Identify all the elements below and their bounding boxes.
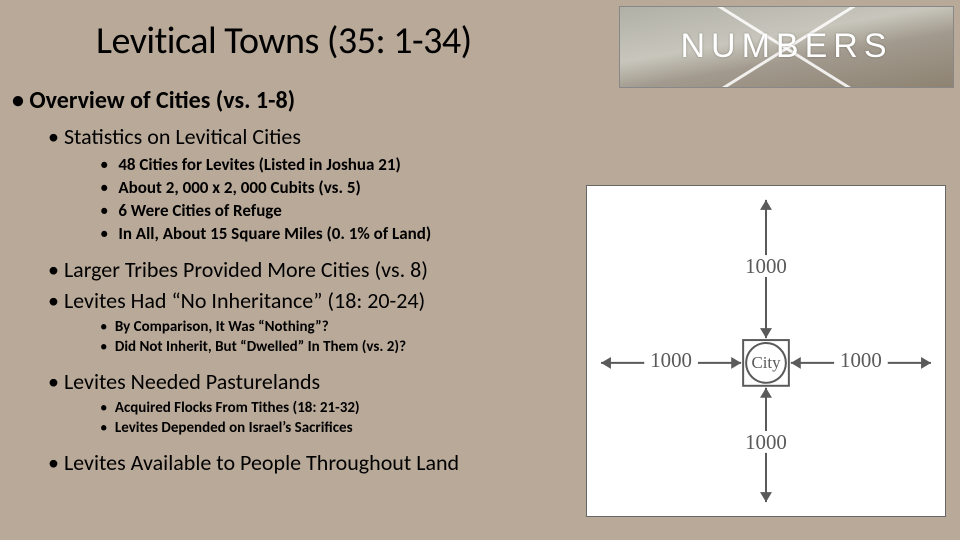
city-diagram: City 1000 1000 1000 1000	[586, 185, 946, 517]
header-image-numbers: NUMBERS	[619, 6, 954, 88]
svg-text:1000: 1000	[840, 348, 882, 372]
bullet-stats: Statistics on Levitical Cities	[48, 123, 960, 150]
bullet-overview: Overview of Cities (vs. 1-8)	[12, 86, 960, 115]
svg-text:1000: 1000	[745, 254, 787, 278]
svg-text:City: City	[751, 353, 781, 372]
svg-text:1000: 1000	[650, 348, 692, 372]
svg-text:1000: 1000	[745, 430, 787, 454]
list-item: 48 Cities for Levites (Listed in Joshua …	[100, 154, 960, 175]
header-image-label: NUMBERS	[620, 27, 953, 66]
